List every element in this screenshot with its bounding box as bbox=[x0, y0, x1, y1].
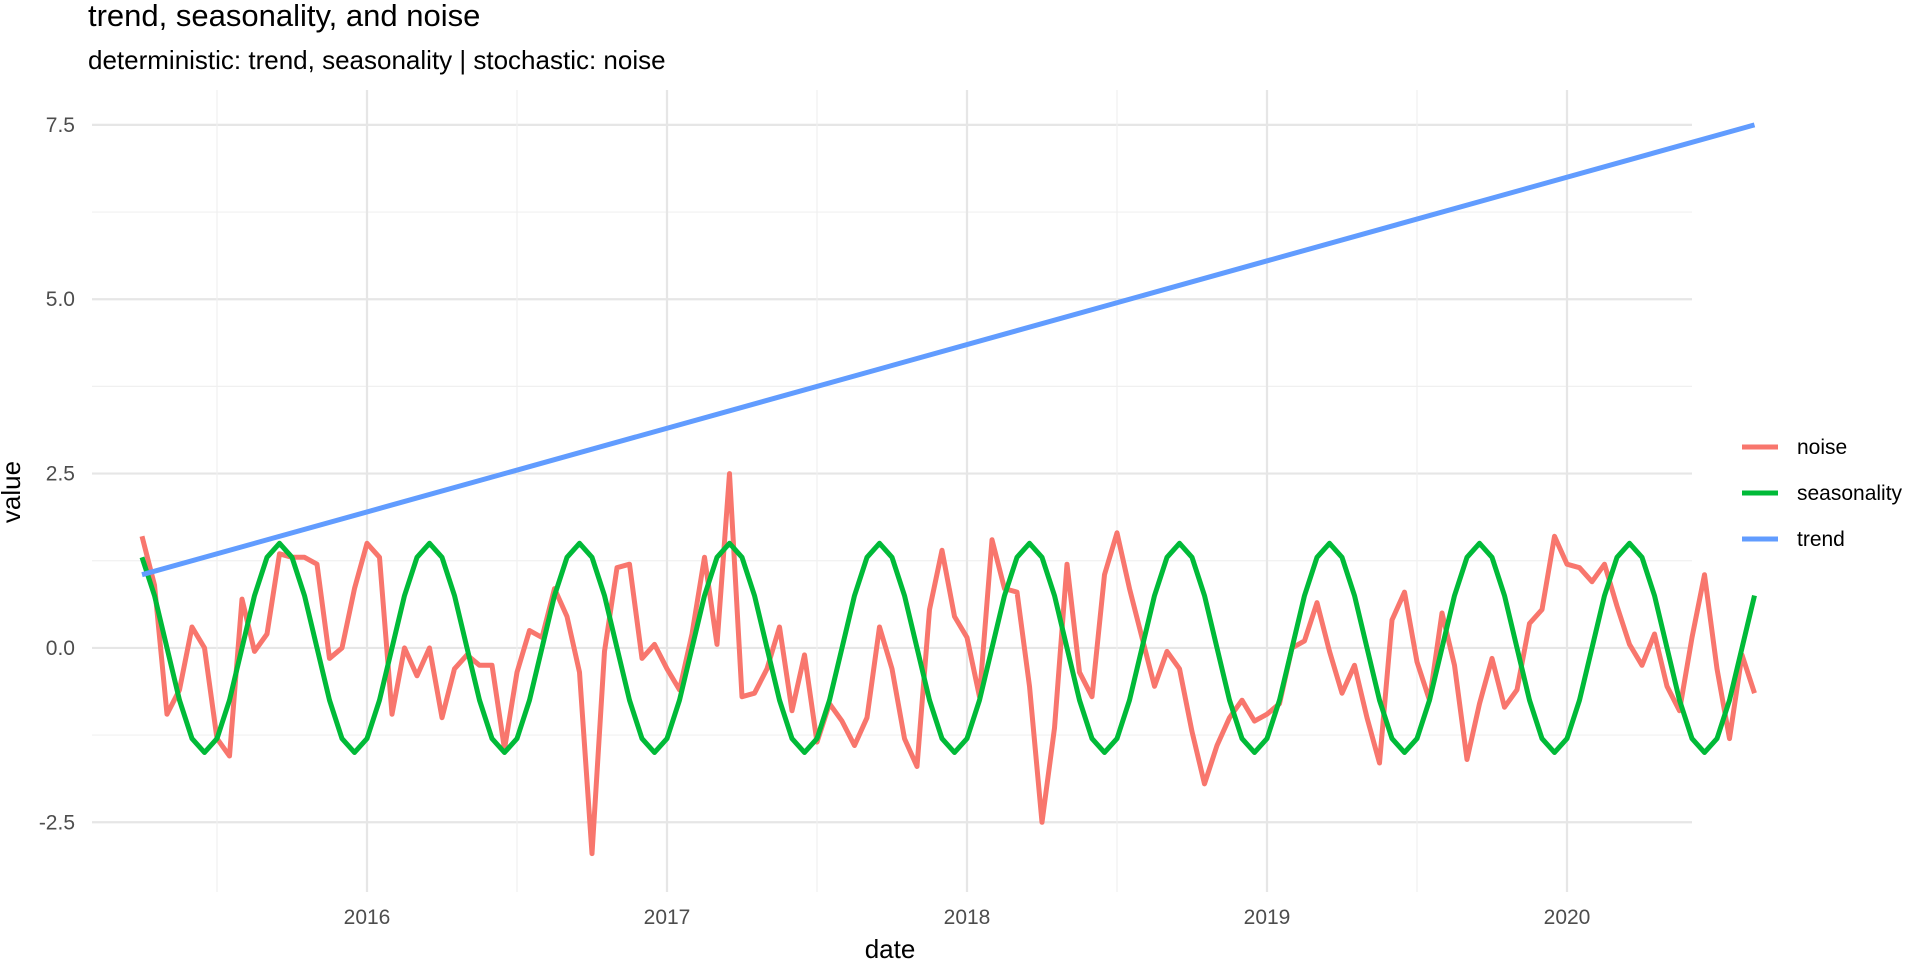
y-tick-label: 2.5 bbox=[46, 463, 75, 486]
y-tick-label: 5.0 bbox=[46, 288, 75, 311]
x-axis-title: date bbox=[865, 934, 916, 960]
chart-subtitle: deterministic: trend, seasonality | stoc… bbox=[88, 45, 666, 75]
y-tick-label: 0.0 bbox=[46, 637, 75, 660]
series-lines bbox=[139, 122, 1757, 857]
legend: noise seasonality trend bbox=[1742, 436, 1903, 551]
chart-title: trend, seasonality, and noise bbox=[88, 0, 481, 33]
noise-line bbox=[139, 471, 1757, 857]
x-tick-label: 2017 bbox=[644, 906, 691, 929]
x-tick-label: 2019 bbox=[1244, 906, 1291, 929]
y-tick-label: 7.5 bbox=[46, 114, 75, 137]
legend-item-trend: trend bbox=[1742, 528, 1845, 551]
x-tick-label: 2018 bbox=[944, 906, 991, 929]
y-tick-label: -2.5 bbox=[39, 811, 75, 834]
trend-line bbox=[141, 122, 1756, 578]
legend-label-trend: trend bbox=[1797, 528, 1845, 551]
axes: date value -2.5 0.0 2.5 5.0 7.5 2016 2017 2018 2… bbox=[0, 114, 1590, 960]
legend-item-noise: noise bbox=[1742, 436, 1847, 459]
legend-label-seasonality: seasonality bbox=[1797, 482, 1903, 505]
y-axis-title: value bbox=[0, 461, 26, 523]
legend-label-noise: noise bbox=[1797, 436, 1847, 459]
x-tick-label: 2020 bbox=[1544, 906, 1591, 929]
x-tick-label: 2016 bbox=[344, 906, 391, 929]
legend-item-seasonality: seasonality bbox=[1742, 482, 1903, 505]
seasonality-line bbox=[139, 540, 1757, 755]
